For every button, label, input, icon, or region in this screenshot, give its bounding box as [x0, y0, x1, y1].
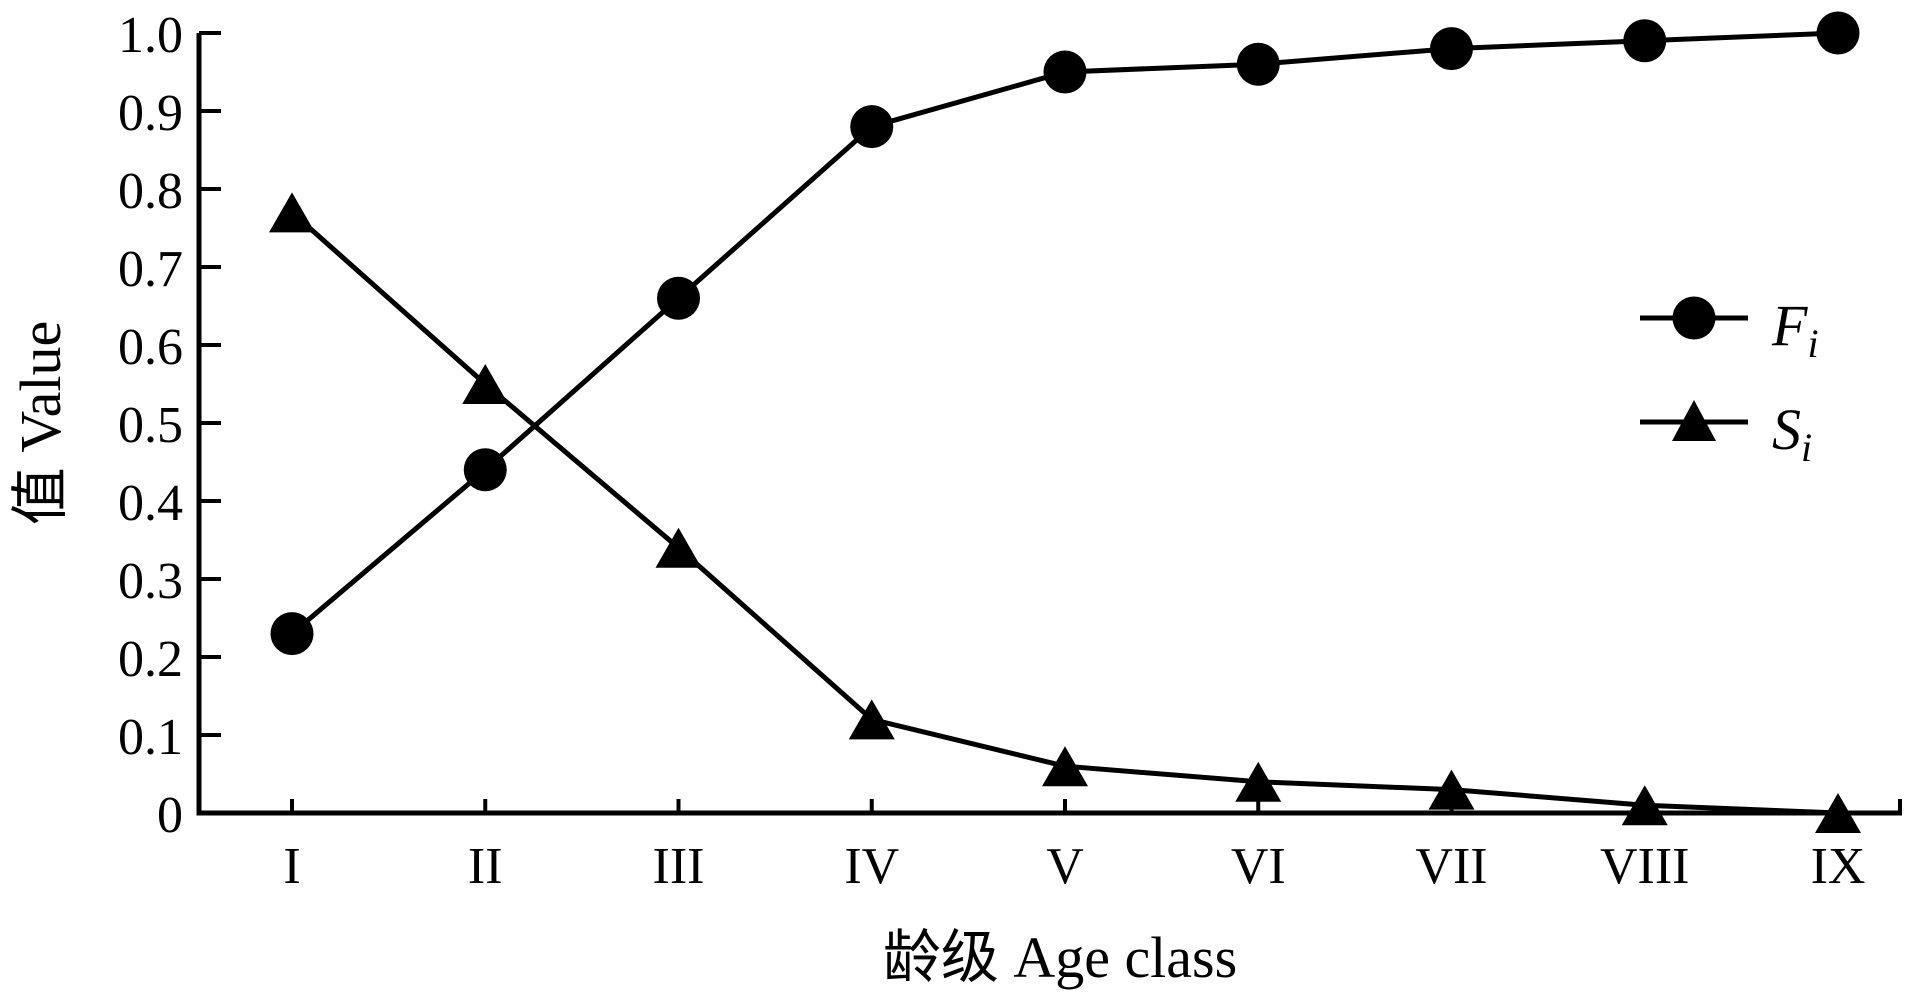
y-tick-label: 0.7 [118, 241, 183, 298]
fi-marker-circle [1816, 11, 1860, 55]
x-tick-label: II [468, 838, 503, 895]
fi-line [290, 30, 1839, 636]
x-tick-label: VIII [1600, 838, 1690, 895]
si-marker-triangle [1042, 746, 1088, 787]
axes-layer: 00.10.20.30.40.50.60.70.80.91.0I II III IV V… [118, 7, 1902, 895]
legend-entry-fi: Fi [1640, 293, 1819, 366]
si-marker-triangle [848, 699, 895, 740]
x-tick-label: III [653, 838, 705, 895]
legend-entry-si: Si [1640, 397, 1812, 470]
x-tick-label: VII [1415, 838, 1487, 895]
fi-marker-circle [1430, 27, 1473, 71]
y-tick-label: 1.0 [118, 7, 183, 64]
legend-fi-label: Fi [1771, 293, 1819, 366]
x-tick-label: V [1046, 838, 1084, 895]
fi-marker-circle [270, 612, 314, 656]
x-axis-title: 龄级 Age class [883, 925, 1237, 990]
x-tick-label: VI [1231, 838, 1286, 895]
x-tick-label: I [283, 838, 300, 895]
legend-si-triangle-icon [1672, 400, 1716, 441]
si-marker-triangle [462, 364, 509, 404]
y-tick-label: 0 [157, 787, 183, 844]
fi-marker-circle [1236, 42, 1280, 86]
y-tick-label: 0.6 [118, 319, 183, 376]
y-tick-label: 0.5 [118, 397, 183, 454]
fi-marker-circle [1623, 19, 1667, 63]
legend-si-label: Si [1772, 397, 1812, 470]
si-marker-triangle [1815, 793, 1861, 833]
series-layer [269, 11, 1861, 833]
si-marker-triangle [1428, 769, 1475, 810]
si-marker-triangle [655, 527, 702, 568]
legend: Fi Si [1640, 293, 1819, 470]
x-tick-label: IX [1811, 838, 1866, 895]
si-marker-triangle [1621, 785, 1668, 826]
fi-marker-circle [657, 276, 700, 320]
si-marker-triangle [269, 192, 315, 233]
fi-marker-circle [463, 448, 507, 492]
y-tick-label: 0.3 [118, 553, 183, 610]
y-axis-title: 值 Value [8, 321, 73, 526]
y-tick-label: 0.8 [118, 163, 183, 220]
si-line [290, 210, 1839, 816]
y-tick-label: 0.2 [118, 631, 183, 688]
y-tick-label: 0.4 [118, 475, 183, 532]
legend-fi-circle-icon [1672, 296, 1716, 340]
y-tick-label: 0.9 [118, 85, 183, 142]
fi-marker-circle [1043, 50, 1087, 94]
si-marker-triangle [1235, 761, 1282, 802]
x-tick-label: IV [844, 838, 899, 895]
y-tick-label: 0.1 [118, 709, 183, 766]
fi-marker-circle [850, 105, 894, 149]
